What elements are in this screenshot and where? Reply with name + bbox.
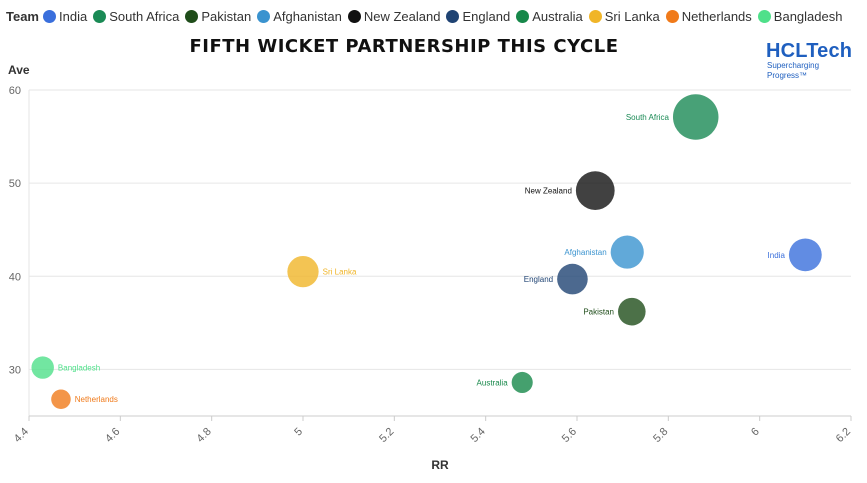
x-tick-label: 5.6 [560, 426, 579, 445]
legend-label: England [462, 8, 511, 24]
legend-item-australia[interactable]: Australia [516, 9, 583, 24]
x-tick-label: 5.4 [468, 426, 487, 445]
data-label: India [768, 251, 786, 260]
legend-item-afghanistan[interactable]: Afghanistan [257, 9, 342, 24]
legend-label: Afghanistan [273, 8, 342, 24]
data-label: Netherlands [75, 395, 118, 404]
bubble-new-zealand[interactable] [575, 171, 615, 210]
y-tick-label: 30 [9, 364, 21, 376]
legend-label: India [59, 8, 88, 24]
bubble-netherlands[interactable] [51, 389, 71, 410]
legend-label: Pakistan [201, 8, 252, 24]
legend-label: South Africa [109, 8, 180, 24]
brand-name: HCLTech [766, 40, 853, 62]
x-tick-label: 4.8 [194, 426, 213, 445]
bubble-pakistan[interactable] [618, 297, 646, 326]
x-tick-label: 4.6 [103, 426, 122, 445]
legend-swatch [257, 9, 271, 23]
x-tick-label: 5.8 [651, 426, 670, 445]
x-tick-label: 6 [749, 426, 762, 439]
data-label: Bangladesh [58, 364, 100, 373]
bubble-india[interactable] [788, 238, 822, 272]
legend-swatch [43, 9, 56, 23]
legend-swatch [516, 9, 530, 23]
bubble-afghanistan[interactable] [610, 235, 644, 269]
data-label: South Africa [626, 113, 670, 122]
legend-item-england[interactable]: England [446, 9, 510, 24]
x-tick-label: 5 [292, 426, 305, 439]
legend-label: Netherlands [681, 8, 752, 24]
legend-item-sri-lanka[interactable]: Sri Lanka [588, 8, 660, 24]
legend-label: Australia [532, 8, 583, 24]
y-tick-label: 40 [9, 271, 21, 283]
legend-swatch [588, 9, 602, 23]
brand-logo: HCLTech Supercharging Progress™ [766, 41, 861, 81]
legend-item-netherlands[interactable]: Netherlands [665, 8, 752, 24]
legend-item-new-zealand[interactable]: New Zealand [347, 8, 441, 24]
data-label: Afghanistan [564, 248, 606, 257]
data-label: Pakistan [583, 308, 614, 317]
bubble-south-africa[interactable] [672, 94, 719, 140]
data-label: New Zealand [525, 187, 572, 196]
data-label: Australia [477, 378, 509, 387]
legend-label: Sri Lanka [604, 8, 660, 24]
axes: 30 40 50 60 4.4 4.6 4.8 5 5.2 5.4 5.6 5.8 6 6.2 [9, 85, 853, 445]
y-axis-title: Ave [8, 63, 30, 77]
data-points [31, 94, 822, 410]
data-label: Sri Lanka [323, 268, 357, 277]
legend-item-pakistan[interactable]: Pakistan [185, 9, 251, 24]
y-tick-label: 60 [9, 85, 21, 97]
x-tick-label: 4.4 [12, 426, 31, 445]
data-label: England [524, 275, 553, 284]
bubble-bangladesh[interactable] [31, 356, 54, 379]
bubble-sri-lanka[interactable] [287, 255, 319, 288]
legend-swatch [185, 9, 199, 23]
legend-item-india[interactable]: India [43, 9, 87, 24]
y-tick-label: 50 [9, 178, 21, 190]
legend-swatch [347, 9, 361, 23]
x-tick-label: 6.2 [834, 426, 853, 445]
legend-swatch [665, 9, 679, 23]
legend-label: New Zealand [363, 8, 441, 24]
legend-item-bangladesh[interactable]: Bangladesh [757, 8, 843, 24]
chart-title: Fifth wicket partnership this cycle [189, 36, 619, 57]
data-labels: India South Africa Pakistan Afghanistan New … [58, 113, 786, 404]
grid-lines [28, 89, 851, 416]
legend-item-south-africa[interactable]: South Africa [93, 9, 179, 24]
bubble-australia[interactable] [511, 371, 533, 394]
legend-swatch [93, 9, 107, 23]
bubble-england[interactable] [557, 263, 588, 295]
x-tick-label: 5.2 [377, 426, 396, 445]
brand-tagline: Supercharging Progress™ [767, 61, 820, 80]
legend-title: Team [6, 8, 39, 24]
legend-swatch [446, 9, 460, 23]
legend-label: Bangladesh [773, 8, 843, 24]
legend-swatch [757, 9, 771, 23]
x-axis-title: RR [431, 458, 449, 472]
legend: Team India South Africa Pakistan Afghanista… [6, 6, 848, 26]
